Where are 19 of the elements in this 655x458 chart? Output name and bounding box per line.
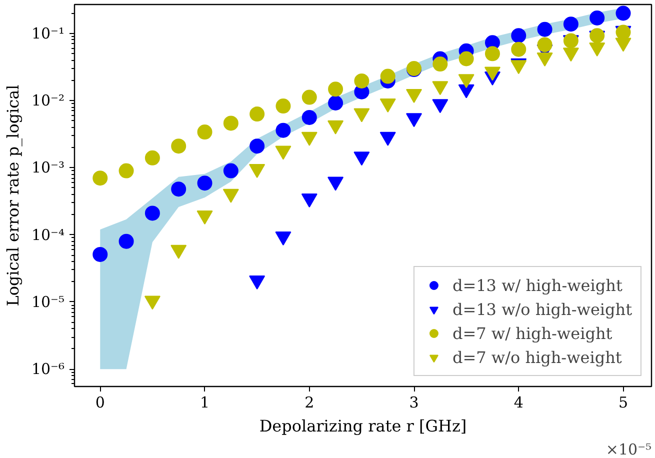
y-tick-label: 10⁻⁶ <box>31 360 65 378</box>
y-tick-label: 10⁻³ <box>31 158 65 177</box>
x-tick-label: 2 <box>304 394 314 412</box>
legend-label: d=13 w/ high-weight <box>452 276 622 294</box>
y-tick-label: 10⁻² <box>31 92 65 110</box>
legend-label: d=13 w/o high-weight <box>452 300 632 318</box>
x-tick-label: 4 <box>514 394 524 412</box>
x-tick-label: 0 <box>95 394 105 412</box>
text: ×10⁻⁵ <box>606 440 652 458</box>
y-tick-label: 10⁻⁴ <box>31 226 65 244</box>
y-tick-label: 10⁻⁵ <box>31 292 65 311</box>
y-tick-label: 10⁻¹ <box>31 24 65 42</box>
x-axis-title: Depolarizing rate r [GHz] <box>259 416 467 436</box>
x-tick-label: 3 <box>409 394 419 412</box>
legend-label: d=7 w/o high-weight <box>452 348 622 366</box>
x-tick-label: 5 <box>618 394 628 412</box>
y-axis-title: Logical error rate p_logical <box>3 84 22 306</box>
legend-label: d=7 w/ high-weight <box>452 324 612 342</box>
x-tick-label: 1 <box>200 394 210 412</box>
